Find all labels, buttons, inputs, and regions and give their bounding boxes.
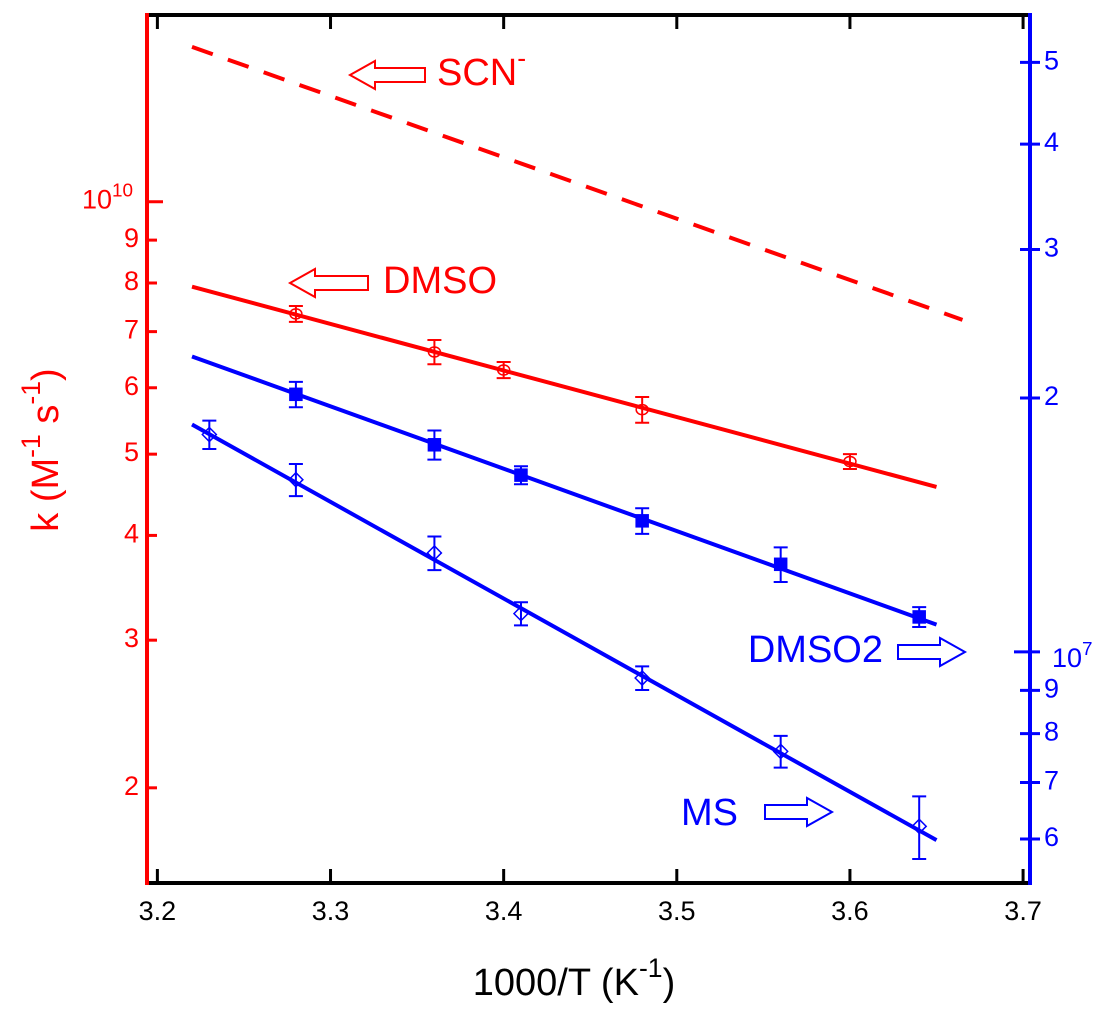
plot-area (147, 15, 1030, 883)
point (287, 471, 304, 488)
point (427, 438, 442, 452)
point (843, 455, 857, 468)
arrow (764, 796, 835, 828)
x-tick-label: 3.2 (139, 896, 177, 926)
y-tick-label: 5 (124, 437, 139, 467)
y-axis-title: k (M-1 s-1) (16, 368, 67, 531)
y-tick-label: 1010 (82, 180, 133, 215)
y-tick-label: 4 (124, 519, 139, 549)
point (512, 605, 530, 622)
arrow (287, 267, 369, 299)
error-bar (427, 339, 442, 366)
x-tick-label: 3.7 (1004, 896, 1042, 926)
error-bar (912, 795, 927, 861)
y2-tick-label: 3 (1044, 233, 1059, 263)
y-tick-label: 6 (124, 371, 139, 401)
series-line (191, 284, 938, 489)
point (426, 544, 443, 561)
y2-tick-label: 5 (1044, 45, 1059, 75)
y2-tick-label: 6 (1044, 822, 1059, 852)
series-label: DMSO (383, 260, 497, 302)
point (634, 669, 651, 687)
y-tick-label: 3 (124, 623, 139, 653)
error-bar (773, 734, 788, 769)
point (635, 514, 649, 528)
y2-tick-label: 2 (1044, 381, 1059, 411)
error-bar (202, 419, 217, 450)
x-tick-label: 3.3 (312, 896, 350, 926)
point (635, 403, 649, 416)
point (201, 426, 218, 443)
y-tick-label: 7 (124, 315, 139, 345)
y2-tick-label: 8 (1044, 717, 1059, 747)
point (289, 308, 303, 320)
y-tick-label: 8 (124, 266, 139, 296)
point (427, 346, 442, 358)
series-line (191, 422, 938, 842)
error-bar (288, 463, 303, 498)
point (772, 743, 789, 760)
series-label: SCN- (437, 43, 526, 94)
point (496, 364, 511, 376)
x-tick-label: 3.5 (658, 896, 696, 926)
arrow (347, 59, 426, 91)
point (912, 610, 926, 624)
y-tick-label: 2 (124, 771, 139, 801)
y2-tick-label: 9 (1044, 674, 1059, 704)
arrow (897, 636, 968, 668)
point (289, 387, 303, 402)
point (911, 818, 928, 835)
y-tick-label: 9 (124, 223, 139, 253)
series-label: DMSO2 (748, 629, 883, 671)
x-axis-title: 1000/T (K-1) (473, 953, 676, 1004)
annotation-arrows (287, 59, 968, 828)
y2-tick-label: 7 (1044, 766, 1059, 796)
y2-tick-label: 4 (1044, 127, 1059, 157)
point (773, 557, 788, 572)
series-label: MS (681, 792, 738, 834)
x-tick-label: 3.4 (485, 896, 523, 926)
point (514, 468, 528, 482)
series-line (191, 354, 938, 627)
y2-tick-label: 107 (1052, 638, 1093, 673)
error-bar (635, 395, 650, 424)
error-bar (427, 535, 442, 572)
x-tick-label: 3.6 (831, 896, 869, 926)
